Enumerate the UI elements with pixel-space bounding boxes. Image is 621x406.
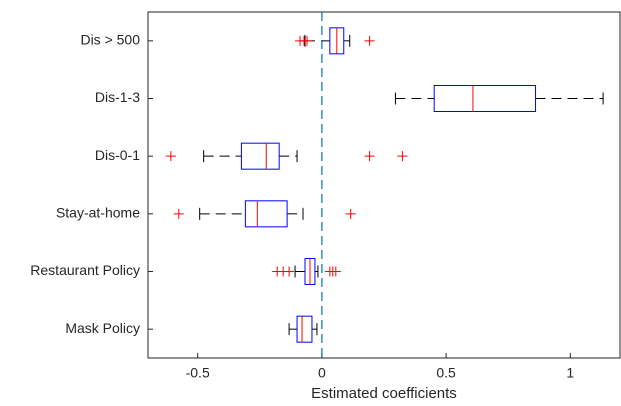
y-tick-label: Dis-1-3 <box>95 89 140 105</box>
y-tick-label: Stay-at-home <box>56 205 140 221</box>
x-tick-label: 0 <box>318 365 326 381</box>
outlier <box>173 208 184 219</box>
y-tick-label: Dis > 500 <box>80 32 140 48</box>
x-tick-label: 1 <box>566 365 574 381</box>
outlier <box>345 208 356 219</box>
box <box>240 142 280 170</box>
x-axis-label: Estimated coefficients <box>311 385 457 402</box>
box <box>244 200 288 228</box>
outlier <box>284 266 295 277</box>
x-tick-label: -0.5 <box>186 365 210 381</box>
outlier <box>364 35 375 46</box>
axes-frame <box>147 11 621 359</box>
outlier <box>330 266 341 277</box>
outlier <box>397 151 408 162</box>
outlier <box>165 151 176 162</box>
y-tick-label: Mask Policy <box>65 320 140 336</box>
outlier <box>364 151 375 162</box>
y-tick-label: Restaurant Policy <box>30 262 140 278</box>
outlier <box>301 35 312 46</box>
x-tick-label: 0.5 <box>436 365 456 381</box>
box <box>296 315 313 343</box>
y-tick-label: Dis-0-1 <box>95 147 140 163</box>
box <box>433 85 537 112</box>
